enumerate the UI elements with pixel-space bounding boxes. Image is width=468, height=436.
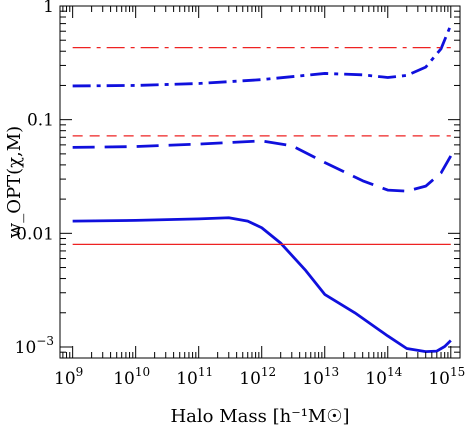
- x-tick-label: 1010: [113, 365, 150, 389]
- x-axis-title: Halo Mass [h⁻¹M☉]: [170, 406, 349, 427]
- series-layer: [72, 24, 453, 354]
- series-line-2: [72, 139, 453, 193]
- y-tick-label: 0.1: [27, 111, 54, 131]
- x-tick-label: 1014: [365, 365, 402, 389]
- series-line-1: [72, 216, 452, 354]
- x-tick-label: 1013: [302, 365, 339, 389]
- x-tick-label: 1011: [176, 365, 213, 389]
- y-axis-title: w_OPT(χ,M): [4, 126, 25, 238]
- tick-label-layer: 109 1010 1011 1012 1013 1014 1015 10−3 0.01 0.1 1: [15, 0, 466, 389]
- series-line-3: [72, 24, 453, 88]
- y-tick-label: 1: [43, 0, 54, 17]
- plot-frame: [59, 5, 461, 359]
- y-tick-label: 10−3: [15, 334, 54, 358]
- x-tick-label: 109: [54, 365, 83, 389]
- tick-layer: [60, 5, 460, 359]
- x-tick-label: 1012: [239, 365, 276, 389]
- y-tick-label: 0.01: [16, 224, 54, 244]
- x-tick-label: 1015: [428, 365, 465, 389]
